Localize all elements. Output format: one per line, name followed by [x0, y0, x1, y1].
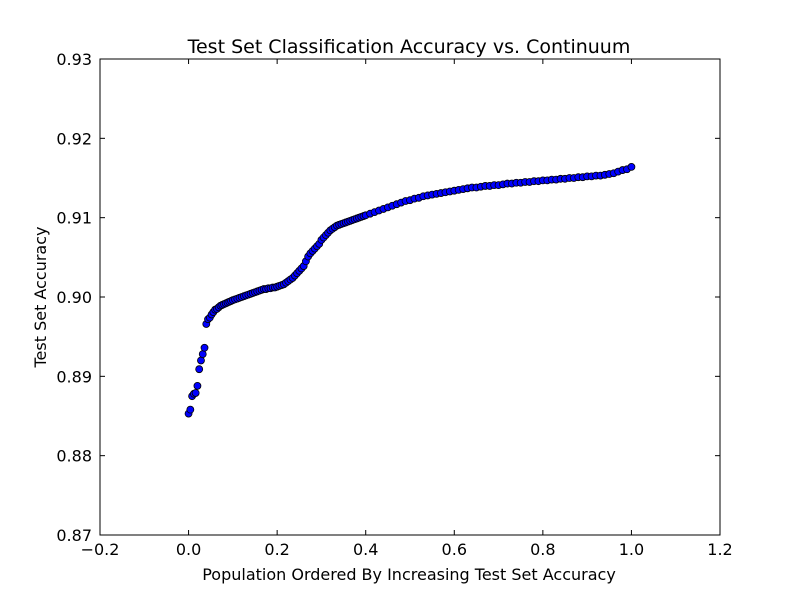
chart-title: Test Set Classification Accuracy vs. Con… [187, 36, 631, 58]
scatter-point [200, 343, 209, 352]
scatter-point [198, 350, 207, 359]
y-tick-label: 0.93 [56, 50, 92, 69]
axis-ticks: −0.2 0.0 0.2 0.4 0.6 0.8 1.0 1.2 0.87 0.88 0.89 0.9… [56, 50, 732, 559]
scatter-point [195, 365, 204, 374]
y-tick-label: 0.92 [56, 129, 92, 148]
x-tick-label: 0.0 [176, 540, 201, 559]
scatter-points [184, 162, 636, 418]
x-tick-label: 1.0 [619, 540, 644, 559]
scatter-point [191, 389, 200, 397]
x-axis-label: Population Ordered By Increasing Test Se… [202, 565, 616, 584]
scatter-point [197, 356, 205, 365]
scatter-point [627, 162, 636, 171]
y-tick-label: 0.90 [56, 288, 92, 307]
x-tick-label: 0.6 [442, 540, 467, 559]
x-tick-label: 0.8 [530, 540, 555, 559]
x-tick-label: 1.2 [707, 540, 732, 559]
scatter-point [193, 381, 202, 390]
scatter-point [186, 405, 195, 414]
plot-area-frame [99, 58, 721, 536]
y-tick-label: 0.88 [56, 447, 92, 466]
y-tick-label: 0.91 [56, 209, 92, 228]
y-axis-label: Test Set Accuracy [31, 227, 50, 369]
y-tick-label: 0.87 [56, 526, 92, 545]
x-tick-label: −0.2 [81, 540, 120, 559]
x-tick-label: 0.2 [264, 540, 289, 559]
y-tick-label: 0.89 [56, 367, 92, 386]
x-tick-label: 0.4 [353, 540, 378, 559]
